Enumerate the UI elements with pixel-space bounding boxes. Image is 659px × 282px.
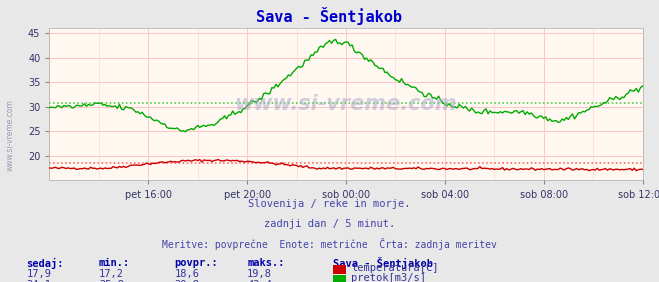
Text: Slovenija / reke in morje.: Slovenija / reke in morje.: [248, 199, 411, 209]
Text: Sava - Šentjakob: Sava - Šentjakob: [333, 257, 433, 269]
Text: povpr.:: povpr.:: [175, 258, 218, 268]
Text: 43,4: 43,4: [247, 280, 272, 282]
Text: sedaj:: sedaj:: [26, 258, 64, 269]
Text: 17,9: 17,9: [26, 269, 51, 279]
Text: temperatura[C]: temperatura[C]: [351, 263, 439, 274]
Text: pretok[m3/s]: pretok[m3/s]: [351, 273, 426, 282]
Text: 19,8: 19,8: [247, 269, 272, 279]
Text: Meritve: povprečne  Enote: metrične  Črta: zadnja meritev: Meritve: povprečne Enote: metrične Črta:…: [162, 238, 497, 250]
Text: 30,8: 30,8: [175, 280, 200, 282]
Text: Sava - Šentjakob: Sava - Šentjakob: [256, 7, 403, 25]
Text: www.si-vreme.com: www.si-vreme.com: [235, 94, 457, 114]
Text: 34,1: 34,1: [26, 280, 51, 282]
Text: min.:: min.:: [99, 258, 130, 268]
Text: 17,2: 17,2: [99, 269, 124, 279]
Text: zadnji dan / 5 minut.: zadnji dan / 5 minut.: [264, 219, 395, 228]
Text: maks.:: maks.:: [247, 258, 285, 268]
Text: 25,8: 25,8: [99, 280, 124, 282]
Text: www.si-vreme.com: www.si-vreme.com: [5, 100, 14, 171]
Text: 18,6: 18,6: [175, 269, 200, 279]
